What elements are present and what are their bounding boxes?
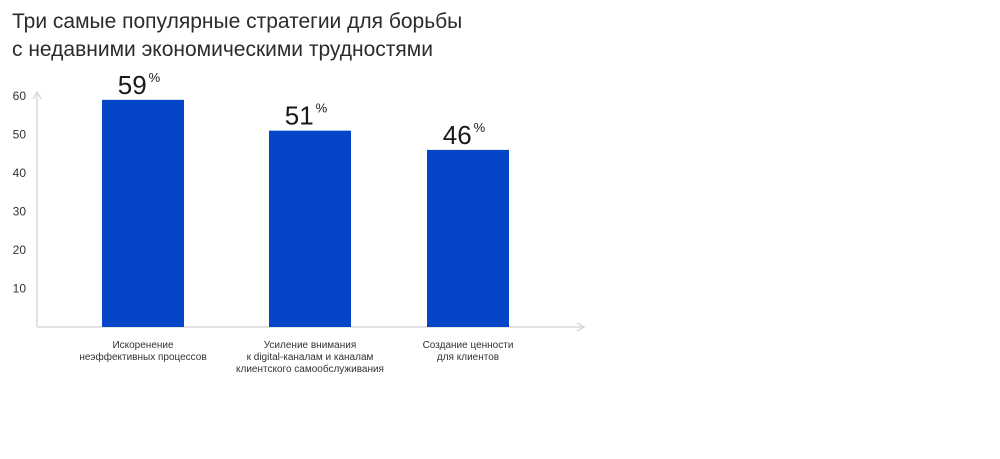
bars (102, 99, 509, 327)
chart-title-line-1: Три самые популярные стратегии для борьб… (12, 10, 463, 33)
chart-title-line-2: с недавними экономическими трудностями (12, 38, 433, 61)
y-tick-label: 10 (13, 282, 27, 296)
y-tick-label: 40 (13, 166, 27, 180)
x-category-label: Усиление внимания к digital-каналам и кан… (236, 340, 384, 375)
y-tick-label: 60 (13, 89, 27, 103)
y-tick-label: 30 (13, 205, 27, 219)
data-label: 59% (118, 70, 161, 100)
y-tick-label: 50 (13, 128, 27, 142)
x-category-label: Создание ценности для клиентов (423, 340, 514, 363)
y-axis-arrow (32, 90, 42, 100)
data-label: 46% (443, 120, 486, 150)
bar (427, 149, 509, 327)
category-labels: Искоренение неэффективных процессов Усилен… (79, 340, 513, 375)
bar (269, 130, 351, 327)
chart-title: Три самые популярные стратегии для борьб… (12, 8, 612, 64)
x-axis-arrow (576, 322, 586, 332)
value-labels: 59 % 51 % 46% (118, 70, 486, 150)
bar (102, 99, 184, 327)
x-category-label: Искоренение неэффективных процессов (79, 340, 206, 363)
y-axis-ticks: 10 20 30 40 50 60 (13, 89, 27, 296)
y-tick-label: 20 (13, 243, 27, 257)
data-label: 51% (285, 101, 328, 131)
